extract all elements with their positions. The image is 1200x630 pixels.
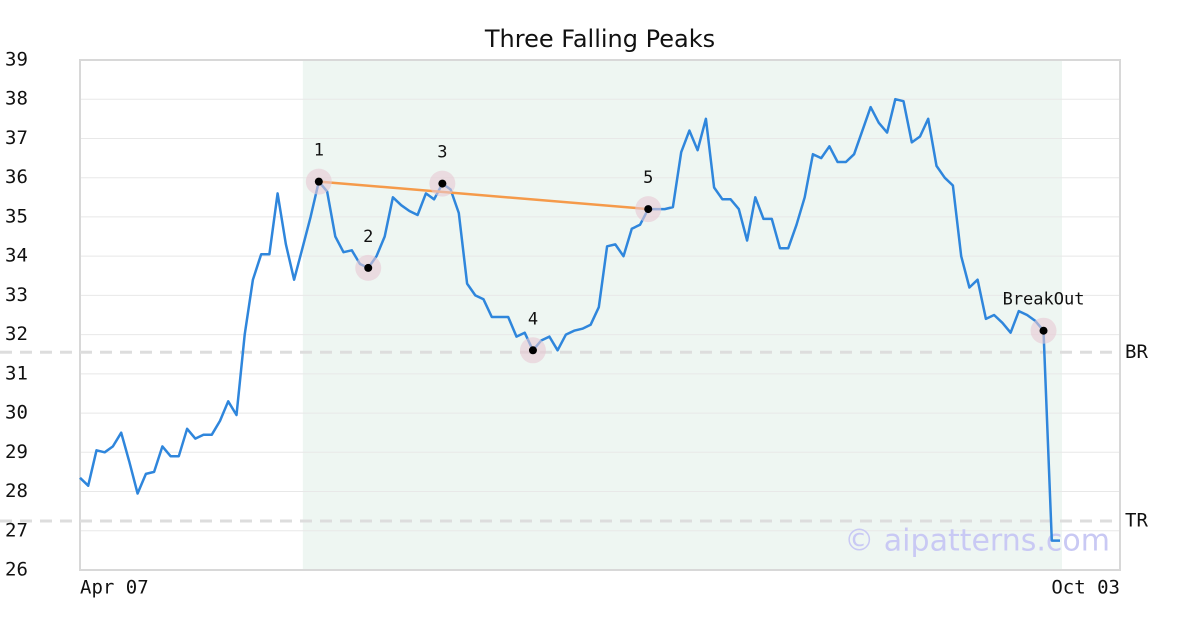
pattern-zone <box>302 60 1063 570</box>
x-tick-label: Oct 03 <box>1051 577 1120 599</box>
point-marker <box>438 179 447 188</box>
y-tick-label: 29 <box>5 441 28 463</box>
point-label: 3 <box>437 143 447 163</box>
y-tick-label: 39 <box>5 49 28 71</box>
chart-title: Three Falling Peaks <box>484 25 715 53</box>
y-tick-label: 27 <box>5 519 28 541</box>
point-label: 4 <box>528 309 538 329</box>
point-marker <box>364 263 373 272</box>
y-tick-label: 30 <box>5 402 28 424</box>
y-tick-label: 32 <box>5 323 28 345</box>
y-tick-label: 26 <box>5 559 28 581</box>
watermark: © aipatterns.com <box>844 524 1110 559</box>
y-tick-label: 35 <box>5 205 28 227</box>
x-tick-label: Apr 07 <box>80 577 149 599</box>
level-label: BR <box>1125 341 1148 363</box>
plot-frame <box>79 59 1121 571</box>
level-label: TR <box>1125 509 1148 531</box>
y-tick-label: 33 <box>5 284 28 306</box>
point-label: 1 <box>314 141 324 161</box>
y-tick-label: 28 <box>5 480 28 502</box>
y-tick-label: 36 <box>5 166 28 188</box>
y-tick-label: 38 <box>5 88 28 110</box>
point-marker <box>528 346 537 355</box>
y-tick-label: 37 <box>5 127 28 149</box>
point-label: BreakOut <box>1003 290 1085 310</box>
point-marker <box>314 177 323 186</box>
point-marker <box>1039 326 1048 335</box>
point-label: 2 <box>363 227 373 247</box>
point-label: 5 <box>643 168 653 188</box>
y-tick-label: 31 <box>5 362 28 384</box>
y-tick-label: 34 <box>5 245 28 267</box>
price-line <box>79 97 1060 542</box>
point-marker <box>644 205 653 214</box>
trend-line <box>318 180 649 211</box>
